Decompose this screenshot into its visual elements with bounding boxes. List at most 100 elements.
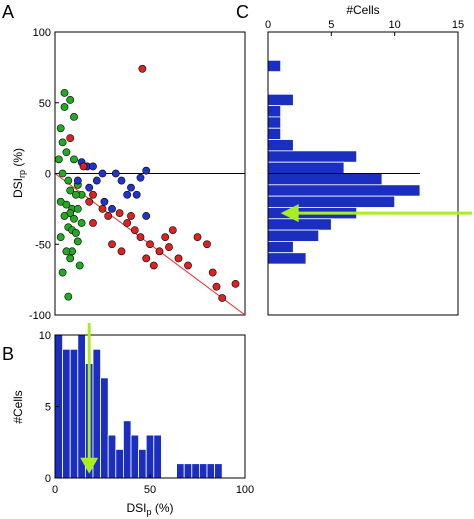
scatter-point	[218, 294, 227, 302]
scatter-point	[73, 204, 82, 213]
scatter-point	[75, 261, 84, 270]
histogram-bar	[69, 348, 79, 479]
scatter-point	[64, 292, 73, 301]
scatter-point	[56, 124, 65, 133]
histogram-bar	[138, 448, 147, 479]
scatter-point	[66, 186, 75, 195]
panel-b-ytick-label: 10	[39, 330, 51, 342]
histogram-bar	[153, 434, 162, 479]
scatter-point	[66, 134, 75, 143]
scatter-point	[60, 212, 69, 220]
scatter-point	[208, 268, 217, 277]
histogram-bar	[115, 448, 124, 479]
scatter-point	[56, 233, 65, 242]
panel-a-ytick-label: 100	[33, 27, 51, 39]
histogram-bar	[77, 334, 86, 479]
panel-c-xlabel: #Cells	[346, 3, 379, 17]
scatter-point	[60, 103, 69, 111]
scatter-point	[79, 162, 88, 171]
scatter-point	[70, 155, 78, 164]
scatter-point	[155, 247, 164, 256]
histogram-bar	[198, 463, 208, 479]
scatter-point	[100, 197, 109, 206]
scatter-point	[85, 197, 94, 206]
xlabel-b-sub: p	[147, 507, 152, 517]
histogram-bar	[267, 150, 358, 163]
histogram-bar	[267, 218, 332, 231]
scatter-point	[203, 240, 211, 249]
histogram-bar	[267, 116, 282, 129]
scatter-point	[130, 226, 139, 234]
scatter-point	[72, 229, 80, 237]
ylabel-a-sub: rp	[17, 170, 27, 178]
panel-b-xtick-label: 100	[236, 484, 254, 496]
scatter-point	[165, 243, 173, 251]
histogram-bar	[267, 105, 282, 118]
scatter-point	[58, 138, 67, 147]
xlabel-b-main: DSI	[126, 501, 146, 515]
panel-c-xtick-label: 10	[389, 19, 401, 31]
scatter-point	[72, 190, 80, 199]
histogram-bar	[62, 348, 71, 479]
panel-c-histogram: 0 5 10 15 #Cells	[265, 3, 472, 316]
panel-b-xtick-label: 50	[144, 484, 156, 496]
scatter-point	[193, 233, 202, 242]
histogram-bar	[267, 241, 294, 254]
histogram-bar	[107, 434, 117, 479]
scatter-point	[104, 212, 113, 220]
scatter-point	[117, 176, 126, 185]
scatter-point	[212, 282, 221, 291]
scatter-point	[136, 173, 145, 182]
histogram-bar	[267, 195, 396, 208]
ylabel-a-unit: (%)	[11, 148, 25, 170]
scatter-point	[161, 233, 170, 242]
histogram-bar	[145, 434, 155, 479]
scatter-point	[55, 155, 63, 164]
panel-a-ytick-label: -50	[35, 239, 51, 251]
scatter-point	[108, 204, 116, 213]
histogram-bar	[267, 229, 320, 242]
scatter-point	[168, 226, 177, 234]
panel-b-arrow-head	[80, 457, 99, 474]
histogram-bar	[267, 161, 345, 174]
scatter-point	[89, 190, 97, 199]
scatter-point	[174, 254, 183, 263]
histogram-bar	[267, 184, 421, 197]
histogram-bar	[267, 127, 282, 140]
scatter-point	[231, 279, 240, 288]
scatter-point	[132, 190, 141, 199]
panel-b-xlabel: DSIp (%)	[126, 501, 173, 517]
panel-b-ytick-label: 5	[45, 402, 51, 414]
panel-a-ytick-label: 0	[45, 169, 51, 181]
scatter-point	[184, 261, 192, 270]
histogram-bar	[267, 173, 383, 186]
scatter-point	[123, 219, 132, 227]
panel-label-b: B	[2, 344, 14, 364]
scatter-point	[127, 212, 135, 220]
xlabel-b-unit: (%)	[152, 501, 174, 515]
scatter-point	[127, 183, 135, 192]
scatter-point	[111, 169, 120, 178]
scatter-point	[115, 209, 124, 218]
scatter-point	[136, 233, 145, 242]
panel-c-xtick-label: 5	[328, 19, 334, 31]
panel-label-c: C	[236, 2, 249, 22]
histogram-bar	[206, 463, 215, 479]
scatter-point	[108, 240, 116, 249]
scatter-point	[66, 254, 75, 263]
panel-a-ytick-label: 50	[39, 98, 51, 110]
scatter-point	[70, 113, 78, 121]
panel-c-arrow-head	[280, 204, 299, 223]
histogram-bar	[123, 420, 132, 479]
scatter-point	[73, 176, 82, 185]
scatter-point	[149, 261, 158, 270]
scatter-point	[89, 162, 97, 171]
scatter-point	[62, 200, 71, 209]
scatter-point	[62, 148, 71, 157]
scatter-point	[58, 268, 67, 277]
scatter-point	[123, 190, 132, 199]
scatter-point	[117, 247, 126, 256]
scatter-point	[58, 169, 67, 178]
